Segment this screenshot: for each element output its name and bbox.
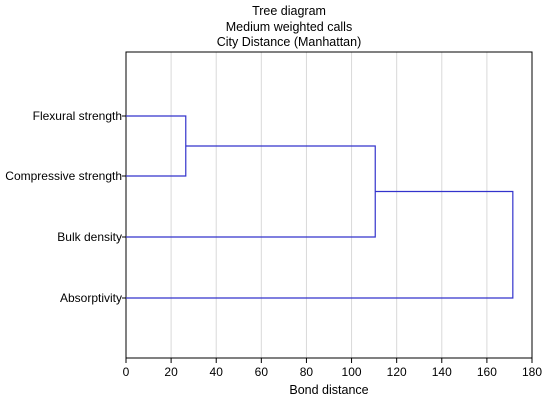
chart-subtitle: Medium weighted calls (226, 20, 352, 34)
leaf-label: Flexural strength (33, 109, 122, 123)
x-tick-label: 0 (123, 365, 130, 379)
leaf-label: Bulk density (57, 230, 122, 244)
dendrogram-link (126, 190, 514, 299)
x-tick-label: 40 (210, 365, 224, 379)
plot-frame (125, 51, 533, 359)
leaf-label: Absorptivity (60, 291, 122, 305)
chart-title: Tree diagram (252, 4, 326, 18)
leaf-labels: Flexural strength Compressive strength Bul… (5, 109, 126, 305)
leaf-label: Compressive strength (5, 169, 122, 183)
dendrogram-link (126, 145, 376, 238)
chart-subtitle-distance: City Distance (Manhattan) (217, 35, 362, 49)
x-tick-label: 180 (522, 365, 542, 379)
x-tick-label: 160 (477, 365, 497, 379)
x-tick-label: 20 (164, 365, 178, 379)
x-tick-label: 120 (387, 365, 407, 379)
x-axis-ticks (125, 358, 533, 363)
x-axis-tick-labels: 0 20 40 60 80 100 120 140 160 180 (123, 365, 543, 379)
x-axis-title: Bond distance (289, 383, 368, 397)
grid-lines (170, 52, 488, 358)
dendrogram-link (126, 115, 187, 177)
x-tick-label: 60 (255, 365, 269, 379)
chart-title-group: Tree diagram Medium weighted calls City … (217, 4, 362, 49)
x-tick-label: 80 (300, 365, 314, 379)
x-tick-label: 100 (342, 365, 362, 379)
dendrogram-links (126, 115, 514, 299)
x-tick-label: 140 (432, 365, 452, 379)
